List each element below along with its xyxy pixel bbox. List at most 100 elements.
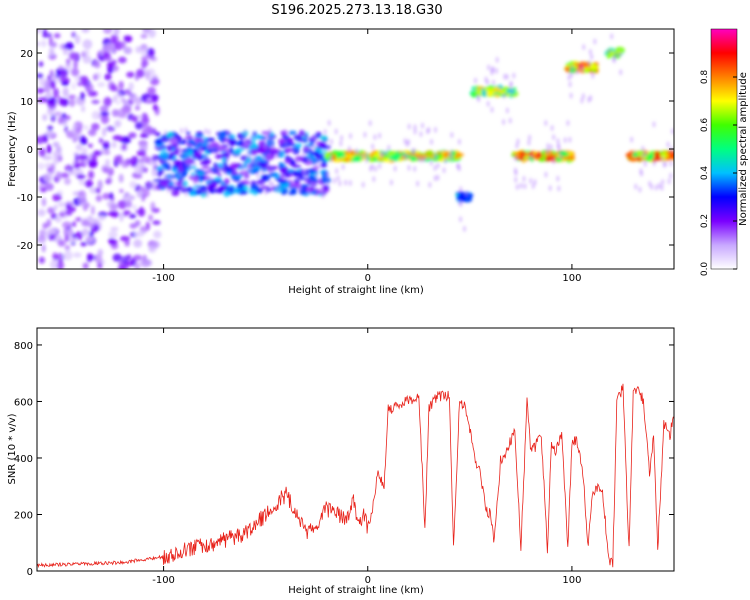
heatmap-cell xyxy=(129,181,137,189)
heatmap-cell xyxy=(544,171,548,178)
heatmap-cell xyxy=(650,183,654,190)
heatmap-cell xyxy=(491,66,495,73)
heatmap-cell xyxy=(134,97,142,106)
heatmap-cell xyxy=(302,139,308,143)
heatmap-cell xyxy=(546,148,550,155)
heatmap-cell xyxy=(529,154,533,161)
heatmap-cell xyxy=(265,130,269,137)
heatmap-cell xyxy=(190,172,195,176)
snr-ylabel: SNR (10 * v/v) xyxy=(7,413,18,484)
heatmap-cell xyxy=(152,104,158,111)
heatmap-cell xyxy=(471,92,479,96)
heatmap-cell xyxy=(514,176,518,183)
heatmap-cell xyxy=(639,168,643,175)
heatmap-cell xyxy=(512,72,516,79)
colorbar-tick-label: 0.6 xyxy=(700,118,710,133)
heatmap-cell xyxy=(313,162,317,169)
heatmap-cell xyxy=(40,187,47,193)
heatmap-cell xyxy=(111,109,119,117)
heatmap-cell xyxy=(559,153,563,160)
heatmap-cell xyxy=(63,250,73,261)
heatmap-cell xyxy=(292,164,302,169)
heatmap-cell xyxy=(361,181,365,188)
heatmap-cell xyxy=(57,201,66,208)
heatmap-cell xyxy=(288,191,294,195)
heatmap-cell xyxy=(103,143,109,150)
heatmap-cell xyxy=(216,145,227,152)
heatmap-cell xyxy=(171,167,180,173)
heatmap-cell xyxy=(324,153,331,158)
heatmap-cell xyxy=(549,144,553,151)
heatmap-cell xyxy=(56,252,65,263)
heatmap-cell xyxy=(73,59,78,70)
heatmap-cell xyxy=(184,158,194,164)
heatmap-cell xyxy=(293,134,303,139)
heatmap-cell xyxy=(505,73,509,80)
heatmap-cell xyxy=(288,130,297,135)
heatmap-cell xyxy=(218,186,225,192)
heatmap-cell xyxy=(160,138,168,142)
heatmap-cell xyxy=(48,234,56,241)
heatmap-cell xyxy=(45,32,53,38)
heatmap-cell xyxy=(108,231,118,239)
heatmap-cell xyxy=(79,75,89,82)
heatmap-cell xyxy=(132,254,143,261)
heatmap-cell xyxy=(258,143,265,148)
heatmap-cell xyxy=(37,162,45,170)
heatmap-cell xyxy=(97,82,106,88)
heatmap-cell xyxy=(129,223,138,229)
heatmap-cell xyxy=(459,201,463,208)
heatmap-cell xyxy=(652,121,656,128)
heatmap-cell xyxy=(38,256,45,264)
heatmap-cell xyxy=(384,149,388,156)
heatmap-cell xyxy=(71,31,77,38)
heatmap-cell xyxy=(252,131,256,138)
heatmap-cell xyxy=(225,155,229,162)
heatmap-cell xyxy=(98,137,104,144)
heatmap-cell xyxy=(270,166,274,173)
colorbar-ticks: 0.0 0.2 0.4 0.6 0.8 xyxy=(700,70,737,276)
heatmap-cell xyxy=(181,177,185,184)
heatmap-cell xyxy=(217,166,221,173)
heatmap-cell xyxy=(55,145,62,154)
heatmap-cell xyxy=(124,35,133,43)
heatmap-cell xyxy=(193,178,197,185)
y-tick-label: 800 xyxy=(14,341,33,352)
heatmap-cell xyxy=(364,152,368,159)
heatmap-cell xyxy=(296,175,300,182)
heatmap-cell xyxy=(282,174,286,181)
heatmap-cell xyxy=(65,203,72,211)
heatmap-cell xyxy=(419,131,423,138)
heatmap-cell xyxy=(150,94,159,100)
heatmap-cell xyxy=(52,155,59,166)
heatmap-cell xyxy=(225,148,230,153)
heatmap-cell xyxy=(65,209,73,216)
snr-axes: -100 0 100 0 200 400 600 800 xyxy=(14,328,674,586)
heatmap-cell xyxy=(486,100,490,107)
heatmap-cell xyxy=(233,149,241,155)
heatmap-cell xyxy=(581,93,585,100)
heatmap-cell xyxy=(158,155,168,160)
heatmap-cell xyxy=(302,131,306,138)
heatmap-cell xyxy=(133,174,143,179)
heatmap-cell xyxy=(57,116,64,125)
heatmap-cell xyxy=(614,52,618,59)
heatmap-cell xyxy=(289,142,297,147)
heatmap-cell xyxy=(326,180,330,187)
heatmap-cell xyxy=(657,182,661,189)
heatmap-cell xyxy=(90,218,99,224)
spectrogram-heatmap xyxy=(37,29,674,269)
heatmap-cell xyxy=(487,64,491,71)
heatmap-cell xyxy=(326,171,330,178)
heatmap-cell xyxy=(75,217,83,222)
heatmap-cell xyxy=(242,185,249,191)
heatmap-cell xyxy=(653,151,661,157)
heatmap-cell xyxy=(252,156,256,163)
heatmap-cell xyxy=(670,154,674,160)
heatmap-cell xyxy=(113,155,121,163)
heatmap-cell xyxy=(130,156,139,166)
heatmap-cell xyxy=(407,164,411,171)
heatmap-cell xyxy=(654,184,658,191)
heatmap-cell xyxy=(104,43,114,53)
heatmap-cell xyxy=(345,152,354,160)
